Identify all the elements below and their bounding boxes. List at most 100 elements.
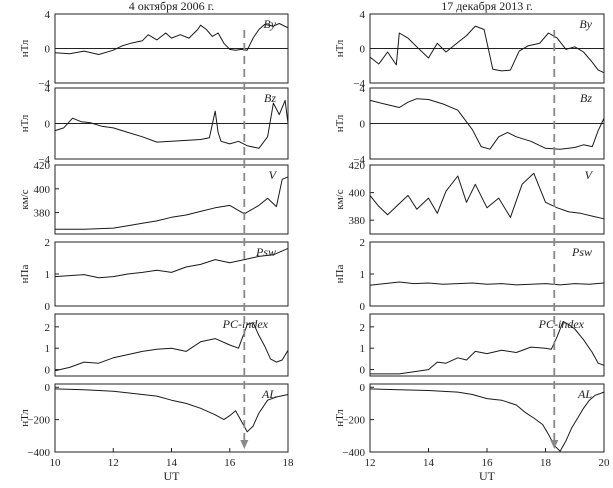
y-tick-label: −400 xyxy=(27,447,50,459)
y-tick-label: 1 xyxy=(360,343,366,355)
y-tick-label: 2 xyxy=(45,322,51,334)
event-marker-arrow xyxy=(240,440,249,449)
series-label: By xyxy=(579,17,592,31)
x-tick-label: 18 xyxy=(283,457,295,469)
y-tick-label: 0 xyxy=(360,119,366,131)
series-label: Bz xyxy=(580,91,592,105)
y-tick-label: −200 xyxy=(27,415,50,427)
panel-frame xyxy=(54,164,289,235)
chart-title: 4 октября 2006 г. xyxy=(129,0,214,13)
panel-frame xyxy=(54,383,289,453)
y-tick-label: −4 xyxy=(38,78,50,90)
y-tick-label: 4 xyxy=(360,83,366,95)
series-label: V xyxy=(269,168,278,182)
series-line-Bz xyxy=(54,99,289,149)
y-axis-label: нТл xyxy=(334,39,346,57)
panel-PC: 2 1 0 PC-index xyxy=(360,313,605,377)
chart-column-1: 4 октября 2006 г. 4 0 −4 нТл By 4 0 −4 нТл Bz 420 40… xyxy=(19,0,294,483)
y-tick-label: −400 xyxy=(342,447,365,459)
panel-AL: 0 −200 −400 нТл AL xyxy=(19,382,289,459)
x-tick-label: 10 xyxy=(50,457,62,469)
series-label: Psw xyxy=(255,245,276,259)
series-line-V xyxy=(369,172,605,220)
chart-title: 17 декабря 2013 г. xyxy=(441,0,533,13)
panel-By: 4 0 −4 нТл By xyxy=(19,9,289,90)
x-tick-label: 16 xyxy=(224,457,236,469)
y-tick-label: 0 xyxy=(45,301,51,313)
x-axis-label: UT xyxy=(164,469,181,483)
series-line-By xyxy=(369,25,605,74)
y-tick-label: 420 xyxy=(34,160,51,172)
y-tick-label: 0 xyxy=(360,44,366,56)
y-axis-label: нТл xyxy=(19,39,31,57)
panel-Bz: 4 0 −4 нТл Bz xyxy=(334,83,605,166)
y-tick-label: 0 xyxy=(45,382,51,394)
series-label: PC-index xyxy=(538,317,585,331)
y-axis-label: нТл xyxy=(19,409,31,427)
y-tick-label: −4 xyxy=(38,154,50,166)
series-line-By xyxy=(54,23,289,55)
y-tick-label: 0 xyxy=(360,365,366,377)
x-tick-label: 20 xyxy=(599,457,611,469)
y-tick-label: −200 xyxy=(342,415,365,427)
y-tick-label: 1 xyxy=(360,269,366,281)
y-tick-label: 2 xyxy=(360,237,366,249)
series-line-AL xyxy=(369,388,605,452)
panel-frame xyxy=(369,383,605,453)
y-tick-label: 420 xyxy=(349,160,366,172)
event-marker-arrow xyxy=(550,440,559,449)
x-tick-label: 16 xyxy=(482,457,494,469)
y-axis-label: нПа xyxy=(334,265,346,284)
series-label: V xyxy=(585,168,594,182)
y-axis-label: км/с xyxy=(334,189,346,209)
x-tick-label: 12 xyxy=(365,457,376,469)
panel-frame xyxy=(54,241,289,307)
series-line-V xyxy=(55,176,289,230)
x-tick-label: 18 xyxy=(540,457,552,469)
y-tick-label: 0 xyxy=(45,119,51,131)
panel-By: 4 0 −4 нТл By xyxy=(334,9,605,90)
series-label: AL xyxy=(577,387,592,401)
y-tick-label: 2 xyxy=(45,237,51,249)
series-line-AL xyxy=(54,388,289,433)
y-axis-label: нТл xyxy=(19,114,31,132)
y-axis-label: нПа xyxy=(19,265,31,284)
series-label: By xyxy=(263,17,276,31)
y-axis-label: нТл xyxy=(334,409,346,427)
panel-frame xyxy=(369,241,605,307)
x-tick-label: 14 xyxy=(166,457,178,469)
y-tick-label: −4 xyxy=(353,154,365,166)
y-tick-label: 0 xyxy=(45,44,51,56)
panel-AL: 0 −200 −400 нТл AL xyxy=(334,382,605,459)
panel-frame xyxy=(369,164,605,235)
panel-frame xyxy=(369,313,605,377)
y-tick-label: 2 xyxy=(360,322,366,334)
y-tick-label: 400 xyxy=(349,188,366,200)
y-tick-label: 4 xyxy=(45,83,51,95)
y-tick-label: 380 xyxy=(34,208,51,220)
series-line-PC xyxy=(54,322,289,372)
y-tick-label: 4 xyxy=(45,9,51,21)
y-tick-label: 1 xyxy=(45,343,51,355)
chart-column-2: 17 декабря 2013 г.40−4нТлBy40−4нТлBz4204… xyxy=(334,0,610,483)
x-tick-label: 12 xyxy=(108,457,119,469)
series-line-Psw xyxy=(54,247,289,279)
series-line-Psw xyxy=(369,281,605,286)
y-tick-label: 0 xyxy=(45,365,51,377)
series-label: Bz xyxy=(264,91,276,105)
y-tick-label: 0 xyxy=(360,301,366,313)
y-tick-label: 380 xyxy=(349,215,366,227)
series-line-PC xyxy=(370,321,605,375)
y-tick-label: −4 xyxy=(353,78,365,90)
panel-Psw: 2 1 0 нПа Psw xyxy=(19,237,289,313)
panel-frame xyxy=(54,313,289,377)
y-axis-label: нТл xyxy=(334,114,346,132)
y-axis-label: км/с xyxy=(19,189,31,209)
x-tick-label: 14 xyxy=(423,457,435,469)
y-tick-label: 1 xyxy=(45,269,51,281)
